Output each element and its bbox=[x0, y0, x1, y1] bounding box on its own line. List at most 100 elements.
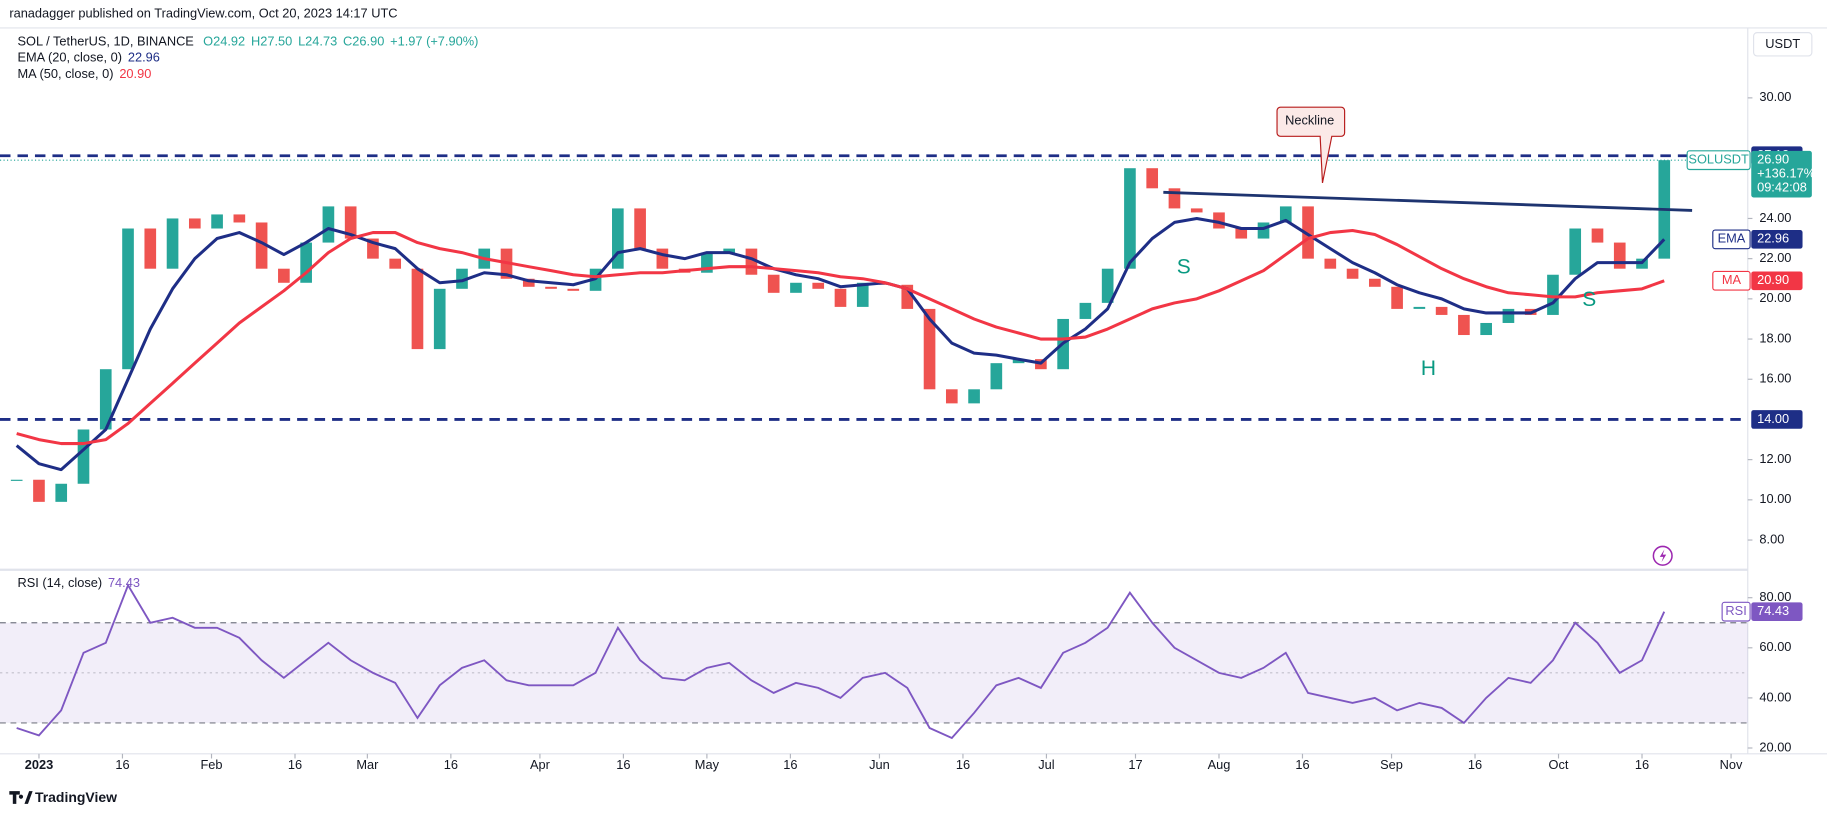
y-tick-label: 30.00 bbox=[1759, 89, 1791, 104]
candle bbox=[322, 206, 335, 243]
candle bbox=[968, 389, 980, 404]
candle bbox=[1547, 274, 1559, 315]
indicator-tag-name-box bbox=[1712, 229, 1751, 250]
candle bbox=[1591, 228, 1604, 243]
candle bbox=[1613, 242, 1626, 269]
indicator-tag-name-box bbox=[1712, 270, 1751, 291]
currency-button[interactable] bbox=[1753, 32, 1813, 57]
candle bbox=[211, 214, 223, 229]
legend-name: EMA (20, close, 0) bbox=[17, 50, 122, 65]
candle bbox=[612, 208, 624, 269]
symbol-title: SOL / TetherUS, 1D, BINANCE bbox=[17, 33, 193, 48]
y-tick-label: 12.00 bbox=[1759, 451, 1791, 466]
legend-name: MA (50, close, 0) bbox=[17, 66, 113, 81]
candle bbox=[923, 308, 936, 390]
candle bbox=[990, 363, 1003, 390]
pattern-label: S bbox=[1177, 256, 1191, 279]
candle bbox=[1146, 168, 1159, 189]
candle bbox=[723, 248, 735, 253]
candle bbox=[1413, 306, 1426, 309]
rsi-line bbox=[16, 583, 1666, 740]
candle bbox=[1101, 268, 1114, 303]
candle bbox=[812, 282, 825, 289]
candle bbox=[33, 479, 45, 502]
candle bbox=[1391, 286, 1403, 309]
ohlc-value: C26.90 bbox=[343, 33, 384, 48]
candle bbox=[1213, 212, 1225, 229]
candle bbox=[1458, 314, 1470, 336]
currency-label[interactable]: USDT bbox=[1765, 36, 1800, 51]
level-tag-label: 14.00 bbox=[1757, 411, 1789, 426]
x-tick-label: May bbox=[695, 757, 720, 772]
candle bbox=[411, 268, 424, 350]
candle bbox=[433, 288, 446, 350]
y-tick-label: 80.00 bbox=[1759, 589, 1791, 604]
y-tick-label: 40.00 bbox=[1759, 689, 1791, 704]
candle bbox=[656, 248, 669, 269]
rsi-tag bbox=[1751, 602, 1803, 621]
callout-text: Neckline bbox=[1285, 113, 1334, 128]
price-tag-countdown: 09:42:08 bbox=[1757, 180, 1807, 195]
x-tick-label: 16 bbox=[783, 757, 797, 772]
candle bbox=[1369, 278, 1381, 287]
x-tick-label: 16 bbox=[616, 757, 630, 772]
x-tick-label: 17 bbox=[1128, 757, 1142, 772]
y-tick-label: 20.00 bbox=[1759, 739, 1791, 754]
y-tick-label: 16.00 bbox=[1759, 371, 1791, 386]
x-tick-label: 2023 bbox=[25, 757, 53, 772]
x-tick-label: 16 bbox=[444, 757, 458, 772]
candle bbox=[545, 286, 557, 289]
indicator-tag bbox=[1751, 230, 1803, 249]
candle bbox=[790, 282, 802, 293]
candle bbox=[745, 248, 758, 275]
candle bbox=[77, 429, 90, 484]
candle bbox=[701, 252, 713, 273]
x-tick-label: 16 bbox=[288, 757, 302, 772]
candle bbox=[55, 483, 68, 502]
y-tick-label: 8.00 bbox=[1759, 531, 1784, 546]
x-tick-label: 16 bbox=[115, 757, 129, 772]
candle bbox=[901, 284, 914, 309]
candle bbox=[567, 288, 580, 291]
pattern-label: S bbox=[1582, 288, 1596, 311]
events-icon-bolt bbox=[1659, 549, 1667, 563]
y-tick-label: 10.00 bbox=[1759, 491, 1791, 506]
price-tag-value: 26.90 bbox=[1757, 152, 1789, 167]
candle bbox=[522, 278, 535, 287]
candle bbox=[634, 208, 646, 249]
candle bbox=[188, 218, 201, 229]
indicator-tag-value: 20.90 bbox=[1757, 272, 1789, 287]
indicator-tag bbox=[1751, 271, 1803, 291]
candle bbox=[278, 268, 290, 283]
y-tick-label: 24.00 bbox=[1759, 210, 1791, 225]
indicator-tag-name: EMA bbox=[1718, 231, 1746, 246]
ohlc-value: H27.50 bbox=[251, 33, 292, 48]
candle bbox=[1124, 168, 1136, 269]
ohlc-value: O24.92 bbox=[203, 33, 245, 48]
y-tick-label: 60.00 bbox=[1759, 639, 1791, 654]
candle bbox=[456, 268, 468, 289]
candle bbox=[255, 222, 268, 269]
change-value: +1.97 (+7.90%) bbox=[390, 33, 478, 48]
candle bbox=[1435, 306, 1448, 315]
y-tick-label: 20.00 bbox=[1759, 290, 1791, 305]
indicator-line bbox=[15, 216, 1666, 472]
rsi-legend-name: RSI (14, close) bbox=[17, 575, 102, 590]
publish-info: ranadagger published on TradingView.com,… bbox=[9, 5, 397, 20]
pattern-label: H bbox=[1421, 357, 1436, 380]
candle bbox=[166, 218, 179, 269]
candle bbox=[1257, 222, 1270, 239]
indicator-tag-value: 22.96 bbox=[1757, 231, 1789, 246]
candle bbox=[300, 242, 312, 283]
indicator-line bbox=[16, 228, 1665, 446]
candle bbox=[834, 288, 847, 307]
candle bbox=[389, 258, 402, 269]
callout-box bbox=[1276, 106, 1346, 184]
indicator-tag-name: MA bbox=[1722, 272, 1742, 287]
candle bbox=[1324, 258, 1337, 269]
candle bbox=[1012, 359, 1025, 364]
x-tick-label: 16 bbox=[1635, 757, 1649, 772]
y-tick-label: 22.00 bbox=[1759, 250, 1791, 265]
x-tick-label: Apr bbox=[530, 757, 551, 772]
